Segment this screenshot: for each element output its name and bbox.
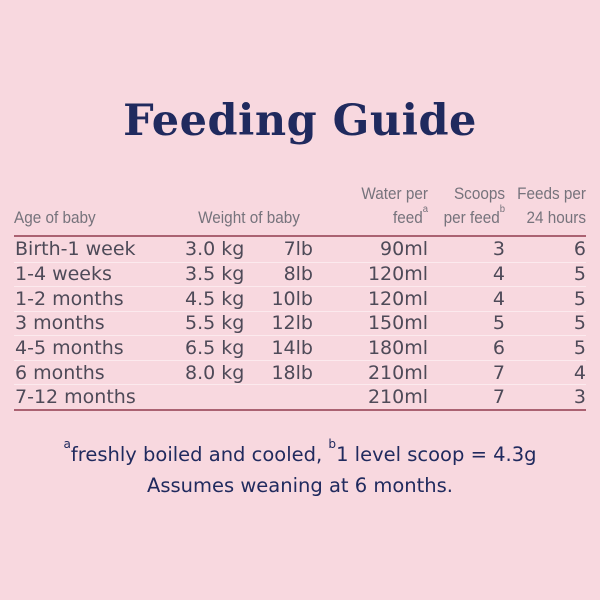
header-scoops-per-feed: Scoops per feedb: [428, 182, 505, 230]
cell-feeds: 5: [573, 337, 586, 360]
cell-scoops: 7: [492, 361, 505, 384]
table-header-row: Age of baby Weight of baby Water per fee…: [14, 180, 586, 237]
cell-age: 6 months: [15, 361, 105, 384]
cell-water: 90ml: [380, 238, 428, 261]
header-age-of-baby: Age of baby: [14, 206, 185, 230]
cell-water: 120ml: [367, 287, 428, 310]
table-row: Birth-1 week 3.0 kg 7lb 90ml 3 6: [14, 237, 586, 262]
header-water-per-feed: Water per feeda: [313, 182, 428, 230]
cell-scoops: 4: [492, 287, 505, 310]
cell-lb: 12lb: [271, 312, 313, 335]
cell-lb: 8lb: [283, 263, 313, 286]
cell-age: 4-5 months: [15, 337, 124, 360]
cell-scoops: 7: [492, 386, 505, 409]
cell-age: 7-12 months: [15, 386, 136, 409]
table-row: 7-12 months 210ml 7 3: [14, 384, 586, 409]
cell-age: 1-4 weeks: [15, 263, 112, 286]
page-title: Feeding Guide: [123, 96, 477, 146]
footnote-sup-a: a: [63, 437, 71, 452]
footnote-sup-b: b: [328, 437, 337, 452]
cell-kg: 6.5 kg: [185, 337, 245, 360]
cell-feeds: 5: [573, 287, 586, 310]
table-row: 4-5 months 6.5 kg 14lb 180ml 6 5: [14, 335, 586, 360]
table-body: Birth-1 week 3.0 kg 7lb 90ml 3 6 1-4 weeks 3.5 …: [14, 237, 586, 411]
feeding-table: Age of baby Weight of baby Water per fee…: [14, 180, 586, 411]
cell-kg: 3.0 kg: [185, 238, 245, 261]
header-scoops-line2: per feed: [443, 208, 500, 227]
cell-age: Birth-1 week: [15, 238, 136, 261]
cell-feeds: 4: [573, 361, 586, 384]
header-scoops-line1: Scoops: [453, 184, 505, 203]
table-row: 6 months 8.0 kg 18lb 210ml 7 4: [14, 359, 586, 385]
table-row: 3 months 5.5 kg 12lb 150ml 5 5: [14, 310, 586, 336]
cell-lb: 18lb: [271, 361, 313, 384]
cell-scoops: 5: [492, 312, 505, 335]
footnote-text-a: freshly boiled and cooled,: [70, 443, 329, 466]
cell-age: 3 months: [15, 312, 105, 335]
cell-water: 210ml: [367, 386, 428, 409]
cell-feeds: 3: [573, 386, 586, 409]
cell-age: 1-2 months: [15, 287, 124, 310]
cell-lb: 7lb: [283, 238, 313, 261]
header-water-line2: feed: [392, 208, 423, 227]
cell-kg: 3.5 kg: [185, 263, 245, 286]
cell-water: 210ml: [367, 361, 428, 384]
footnote-1: afreshly boiled and cooled, b1 level sco…: [0, 438, 600, 466]
cell-scoops: 4: [492, 263, 505, 286]
header-feeds-per-24-hours: Feeds per 24 hours: [505, 182, 586, 230]
footnote-marker-a: a: [422, 202, 428, 215]
cell-water: 120ml: [367, 263, 428, 286]
footnote-text-b: 1 level scoop = 4.3g: [336, 443, 537, 466]
cell-kg: 4.5 kg: [185, 287, 245, 310]
cell-lb: 10lb: [271, 287, 313, 310]
table-row: 1-4 weeks 3.5 kg 8lb 120ml 4 5: [14, 261, 586, 287]
header-feeds-line2: 24 hours: [526, 208, 586, 227]
cell-water: 180ml: [367, 337, 428, 360]
cell-water: 150ml: [367, 312, 428, 335]
table-row: 1-2 months 4.5 kg 10lb 120ml 4 5: [14, 286, 586, 311]
cell-feeds: 5: [573, 312, 586, 335]
header-age-label: Age of baby: [14, 208, 96, 227]
cell-scoops: 6: [492, 337, 505, 360]
cell-kg: 8.0 kg: [185, 361, 245, 384]
header-weight-label: Weight of baby: [198, 208, 300, 227]
footnote-marker-b: b: [499, 202, 505, 215]
header-water-line1: Water per: [361, 184, 428, 203]
cell-feeds: 5: [573, 263, 586, 286]
cell-kg: 5.5 kg: [185, 312, 245, 335]
footnote-2: Assumes weaning at 6 months.: [146, 474, 454, 497]
header-weight-of-baby: Weight of baby: [185, 206, 313, 230]
cell-feeds: 6: [573, 238, 586, 261]
cell-lb: 14lb: [271, 337, 313, 360]
header-feeds-line1: Feeds per: [517, 184, 586, 203]
cell-scoops: 3: [492, 238, 505, 261]
